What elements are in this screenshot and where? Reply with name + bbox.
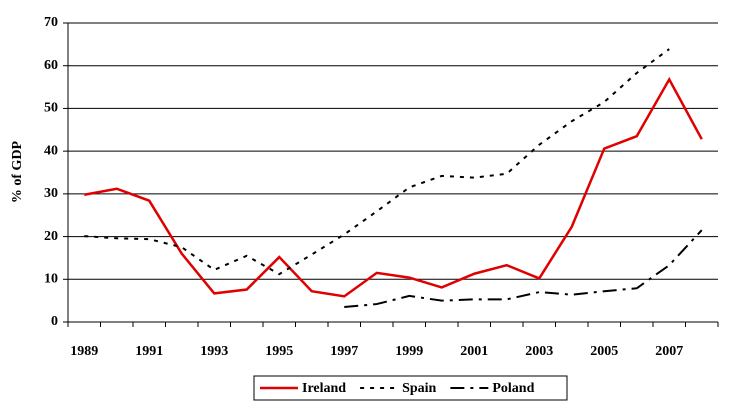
x-tick-label: 1995 bbox=[265, 344, 293, 359]
x-tick-label: 1999 bbox=[395, 344, 423, 359]
series-line bbox=[84, 76, 703, 298]
x-tick-label: 1991 bbox=[135, 344, 163, 359]
y-axis-label: % of GDP bbox=[10, 140, 25, 203]
series-line bbox=[344, 229, 703, 309]
y-tick-label: 70 bbox=[44, 15, 58, 30]
y-tick-label: 20 bbox=[44, 229, 58, 244]
legend-label: Spain bbox=[402, 381, 436, 396]
legend-label: Poland bbox=[492, 381, 534, 396]
y-tick-label: 0 bbox=[51, 314, 58, 329]
x-tick-label: 1989 bbox=[70, 344, 98, 359]
x-tick-label: 2001 bbox=[460, 344, 488, 359]
legend-box bbox=[253, 375, 568, 401]
y-tick-label: 50 bbox=[44, 101, 58, 116]
x-tick-label: 1997 bbox=[330, 344, 358, 359]
y-tick-label: 30 bbox=[44, 186, 58, 201]
x-tick-label: 1993 bbox=[200, 344, 228, 359]
series-line bbox=[84, 48, 670, 276]
x-tick-label: 2005 bbox=[590, 344, 618, 359]
y-tick-label: 10 bbox=[44, 272, 58, 287]
x-tick-label: 2003 bbox=[525, 344, 553, 359]
legend-label: Ireland bbox=[302, 381, 346, 396]
y-tick-label: 40 bbox=[44, 143, 58, 158]
y-tick-label: 60 bbox=[44, 58, 58, 73]
x-tick-label: 2007 bbox=[655, 344, 683, 359]
